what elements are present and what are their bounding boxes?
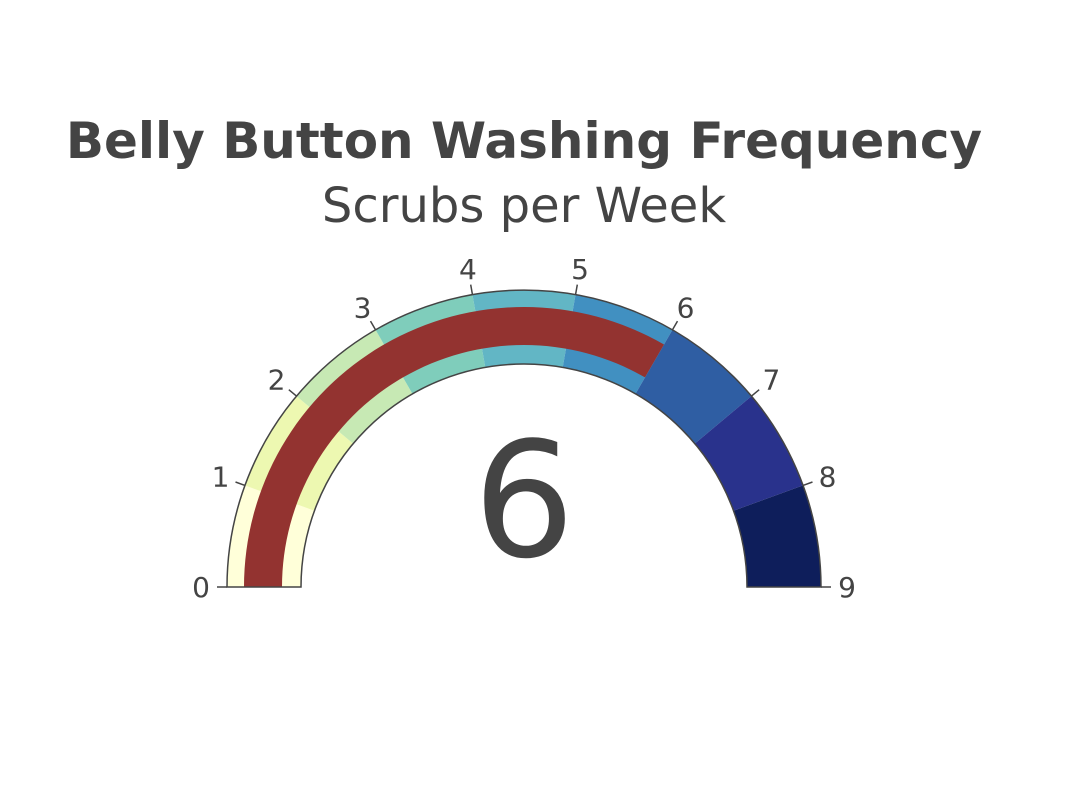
chart-subtitle: Scrubs per Week bbox=[322, 178, 726, 234]
gauge-tick-7 bbox=[751, 389, 760, 397]
gauge-outline bbox=[226, 289, 822, 588]
gauge-tick-label-4: 4 bbox=[459, 253, 477, 286]
gauge-tick-3 bbox=[369, 320, 377, 331]
gauge-tick-label-0: 0 bbox=[192, 571, 210, 604]
gauge-tick-2 bbox=[288, 389, 297, 397]
gauge-value-bar-group bbox=[244, 306, 664, 587]
gauge-tick-label-7: 7 bbox=[763, 363, 781, 396]
gauge-border bbox=[226, 289, 822, 588]
gauge-step-7 bbox=[694, 396, 804, 511]
gauge-tick-8 bbox=[802, 481, 813, 487]
chart-title: Belly Button Washing Frequency bbox=[66, 112, 982, 170]
gauge-tick-5 bbox=[574, 284, 579, 295]
gauge-ticks: 0 1 2 3 4 5 6 7 8 9 bbox=[192, 253, 856, 604]
gauge-tick-1 bbox=[235, 481, 246, 487]
gauge-value-bar bbox=[244, 306, 664, 587]
gauge-tick-label-6: 6 bbox=[677, 291, 695, 324]
gauge-value-number: 6 bbox=[473, 407, 575, 594]
gauge-tick-label-2: 2 bbox=[268, 363, 286, 396]
gauge-tick-label-8: 8 bbox=[819, 461, 837, 494]
gauge-step-8 bbox=[733, 485, 821, 587]
gauge-tick-label-9: 9 bbox=[838, 571, 856, 604]
gauge-tick-label-1: 1 bbox=[212, 461, 230, 494]
gauge-step-6 bbox=[635, 329, 752, 444]
gauge-tick-label-3: 3 bbox=[354, 291, 372, 324]
gauge-tick-label-5: 5 bbox=[571, 253, 589, 286]
gauge-tick-6 bbox=[671, 320, 679, 331]
gauge-tick-4 bbox=[469, 284, 474, 295]
